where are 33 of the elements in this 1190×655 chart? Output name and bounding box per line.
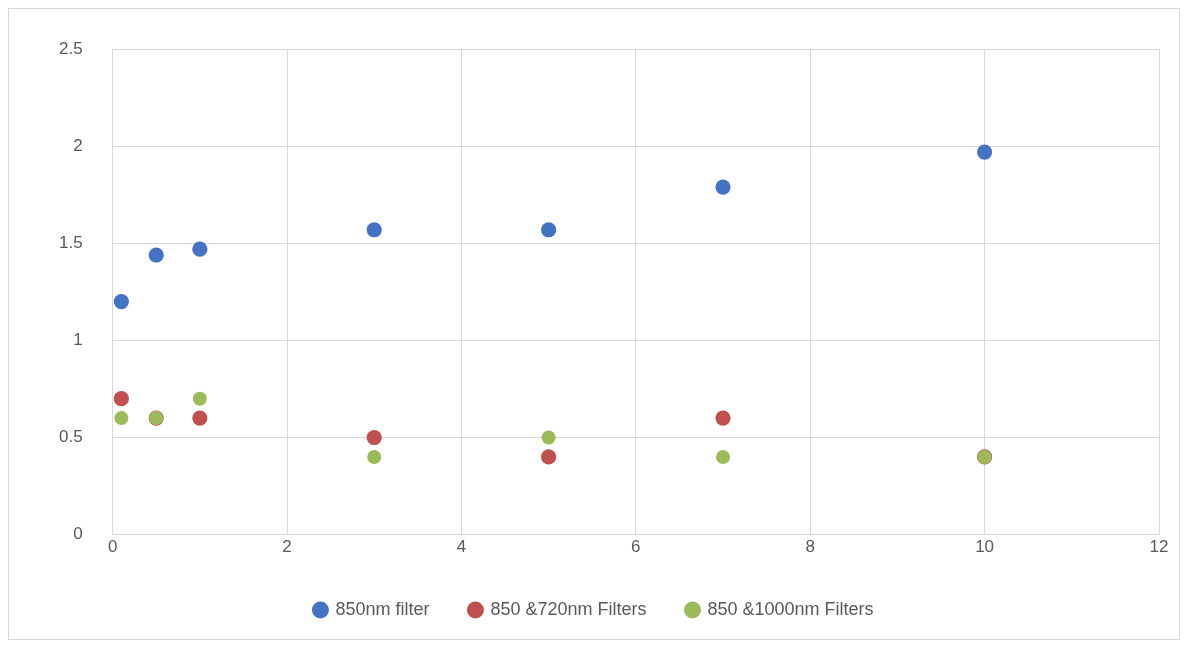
y-tick-label: 1.5	[58, 233, 83, 253]
legend-label: 850 &1000nm Filters	[707, 598, 874, 619]
point	[192, 410, 208, 426]
point	[192, 391, 207, 406]
x-tick-label: 10	[975, 537, 995, 557]
y-tick-label: 0.5	[58, 427, 83, 447]
x-tick-label: 4	[456, 537, 467, 557]
point	[541, 222, 557, 238]
point	[716, 449, 731, 464]
point	[367, 449, 382, 464]
point	[366, 429, 382, 446]
point	[148, 247, 164, 263]
point	[541, 449, 557, 465]
x-tick-label: 2	[282, 537, 292, 557]
point	[715, 179, 731, 195]
y-tick-label: 2.5	[58, 38, 83, 58]
point	[541, 430, 556, 445]
legend-label: 850 &720nm Filters	[490, 598, 647, 619]
point	[114, 411, 129, 426]
point	[113, 391, 129, 407]
x-tick-label: 0	[107, 537, 118, 557]
point	[715, 410, 731, 426]
point	[113, 294, 129, 310]
x-tick-label: 8	[805, 537, 815, 557]
y-tick-label: 2	[73, 135, 83, 155]
legend-label: 850nm filter	[335, 598, 430, 619]
x-tick-label: 12	[1149, 537, 1169, 557]
x-tick-label: 6	[631, 537, 641, 557]
y-tick-label: 1	[73, 330, 83, 350]
y-tick-label: 0	[73, 524, 83, 544]
point	[366, 222, 382, 238]
point	[192, 241, 208, 257]
point	[977, 144, 993, 160]
